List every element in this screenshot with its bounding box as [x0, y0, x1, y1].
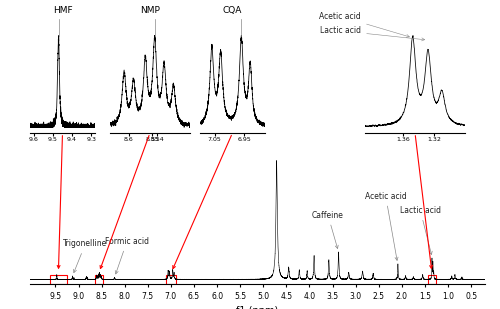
Bar: [428, 275, 436, 284]
Title: HMF: HMF: [52, 6, 72, 15]
Text: Acetic acid: Acetic acid: [320, 12, 410, 37]
Text: Acetic acid: Acetic acid: [365, 192, 406, 260]
Text: Formic acid: Formic acid: [105, 237, 149, 274]
Text: Trigonelline: Trigonelline: [64, 239, 108, 273]
Bar: [50, 275, 67, 284]
Text: Lactic acid: Lactic acid: [320, 26, 424, 41]
Text: Caffeine: Caffeine: [312, 211, 344, 248]
Bar: [95, 275, 103, 284]
Bar: [166, 275, 176, 284]
X-axis label: f1 (ppm): f1 (ppm): [236, 307, 279, 309]
Title: NMP: NMP: [140, 6, 160, 15]
Title: CQA: CQA: [223, 6, 242, 15]
Text: Lactic acid: Lactic acid: [400, 206, 441, 255]
